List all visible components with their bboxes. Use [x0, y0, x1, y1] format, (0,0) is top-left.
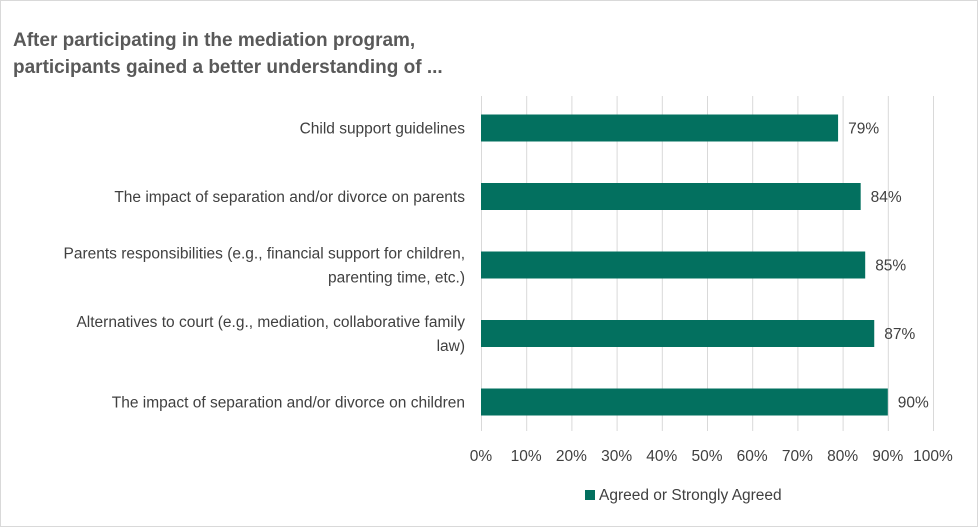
legend-label: Agreed or Strongly Agreed: [599, 487, 782, 504]
x-tick-label: 50%: [691, 448, 722, 465]
data-label: 79%: [848, 121, 879, 138]
chart-title: After participating in the mediation pro…: [13, 27, 443, 81]
x-tick-label: 100%: [913, 448, 953, 465]
category-label: Parents responsibilities (e.g., financia…: [64, 246, 465, 287]
category-label-line: law): [437, 338, 465, 355]
bar: [481, 251, 866, 279]
data-label: 84%: [871, 189, 902, 206]
category-label: Alternatives to court (e.g., mediation, …: [76, 314, 465, 355]
x-tick-label: 30%: [601, 448, 632, 465]
bar: [481, 320, 875, 347]
x-tick-label: 90%: [872, 448, 903, 465]
x-tick-label: 10%: [511, 448, 542, 465]
bar: [481, 114, 839, 142]
x-tick-label: 60%: [737, 448, 768, 465]
category-label: The impact of separation and/or divorce …: [114, 189, 465, 206]
category-label: Child support guidelines: [300, 121, 466, 138]
category-label-line: Alternatives to court (e.g., mediation, …: [76, 314, 465, 331]
legend-swatch: [585, 490, 595, 500]
legend: Agreed or Strongly Agreed: [585, 487, 782, 504]
x-tick-labels: 0% 10% 20% 30% 40% 50% 60% 70% 80% 90% 100%: [470, 448, 953, 465]
data-label: 87%: [884, 326, 915, 343]
category-labels: Child support guidelines The impact of se…: [64, 121, 466, 412]
category-label: The impact of separation and/or divorce …: [112, 395, 465, 412]
data-label: 85%: [875, 258, 906, 275]
x-tick-label: 40%: [646, 448, 677, 465]
data-label: 90%: [898, 395, 929, 412]
x-tick-label: 0%: [470, 448, 493, 465]
category-label-line: The impact of separation and/or divorce …: [112, 395, 465, 412]
category-label-line: parenting time, etc.): [328, 270, 465, 287]
data-labels: 79% 84% 85% 87% 90%: [848, 121, 929, 412]
x-tick-label: 80%: [827, 448, 858, 465]
bars: [481, 114, 888, 416]
x-tick-label: 20%: [556, 448, 587, 465]
x-tick-label: 70%: [782, 448, 813, 465]
chart-title-line-2: participants gained a better understandi…: [13, 57, 443, 78]
category-label-line: Child support guidelines: [300, 121, 466, 138]
category-label-line: Parents responsibilities (e.g., financia…: [64, 246, 465, 263]
chart-title-line-1: After participating in the mediation pro…: [13, 30, 416, 51]
bar: [481, 388, 888, 416]
bar: [481, 183, 861, 210]
category-label-line: The impact of separation and/or divorce …: [114, 189, 465, 206]
gridlines: [481, 96, 934, 431]
